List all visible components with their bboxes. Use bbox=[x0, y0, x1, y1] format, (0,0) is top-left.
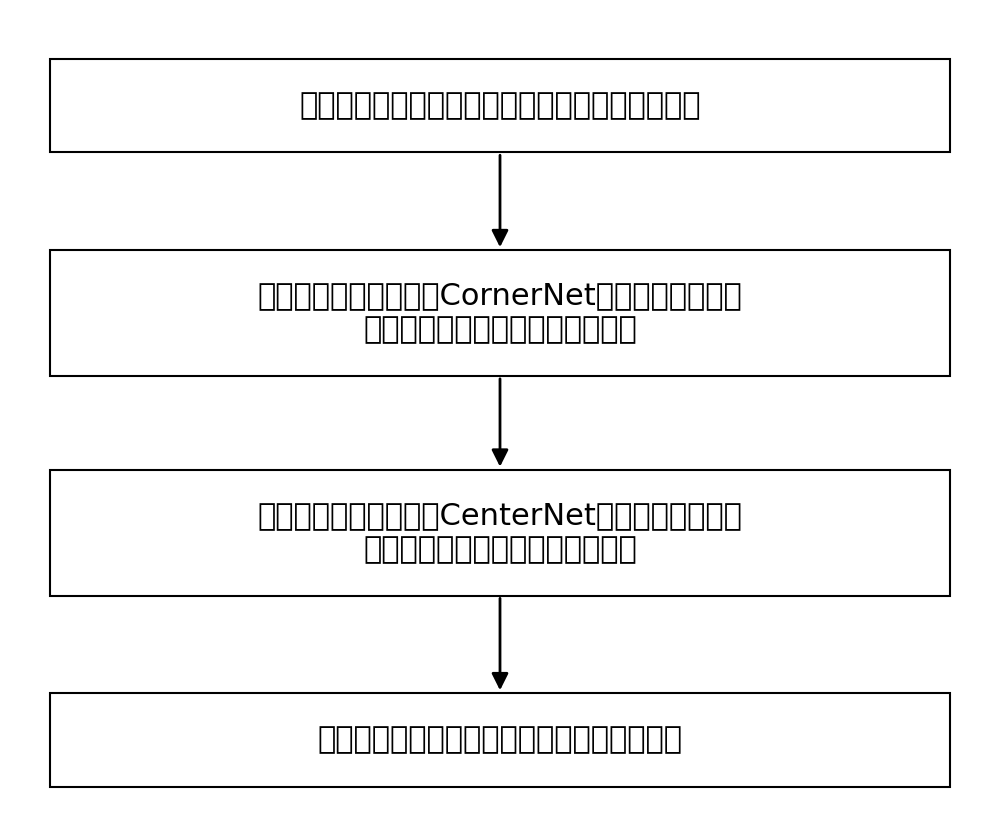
Bar bbox=[50, 250, 950, 376]
Bar bbox=[50, 469, 950, 595]
Text: 集图像中的字轮区域进行对角定位: 集图像中的字轮区域进行对角定位 bbox=[363, 315, 637, 345]
Bar bbox=[50, 59, 950, 153]
Text: 利用对角点、中心点对采集图像进行图像校正: 利用对角点、中心点对采集图像进行图像校正 bbox=[318, 725, 682, 754]
Text: 基于水表类型调用对应CenterNet深度神经网络对采: 基于水表类型调用对应CenterNet深度神经网络对采 bbox=[258, 501, 742, 530]
Text: 利用水表类型识别模型检测采集图像中的水表类型: 利用水表类型识别模型检测采集图像中的水表类型 bbox=[299, 91, 701, 120]
Text: 基于水表类型调用对应CornerNet深度神经网络对采: 基于水表类型调用对应CornerNet深度神经网络对采 bbox=[258, 281, 742, 311]
Text: 集图像中的字轮区域进行中心定位: 集图像中的字轮区域进行中心定位 bbox=[363, 535, 637, 564]
Bar bbox=[50, 693, 950, 787]
